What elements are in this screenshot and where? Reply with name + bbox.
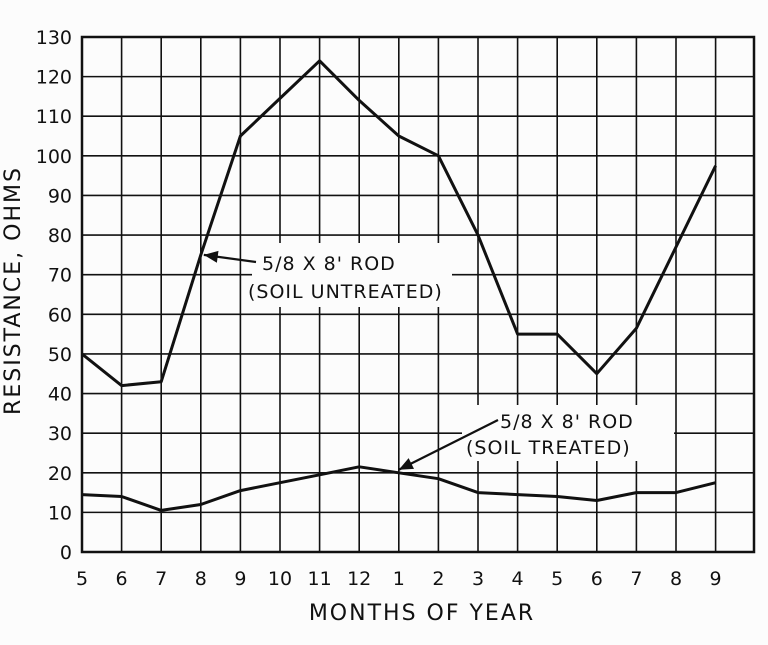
x-tick-label: 7 (155, 568, 167, 590)
y-tick-labels: 0 10 20 30 40 50 60 70 80 90 100 110 120 130 (36, 27, 72, 564)
x-tick-label: 9 (234, 568, 246, 590)
x-tick-label: 5 (76, 568, 88, 590)
y-tick-label: 30 (48, 423, 72, 445)
y-tick-label: 100 (36, 146, 72, 168)
x-tick-label: 10 (268, 568, 292, 590)
y-tick-label: 10 (48, 502, 72, 524)
x-tick-label: 7 (630, 568, 642, 590)
y-tick-label: 50 (48, 344, 72, 366)
x-axis-label: MONTHS OF YEAR (309, 601, 535, 626)
y-tick-label: 0 (60, 542, 72, 564)
annotation-arrowhead (398, 458, 415, 470)
y-tick-label: 80 (48, 225, 72, 247)
series-line-untreated (81, 59, 717, 388)
x-tick-label: 8 (195, 568, 207, 590)
series-group (81, 59, 717, 512)
y-axis-label: RESISTANCE, OHMS (1, 166, 26, 415)
x-tick-label: 6 (116, 568, 128, 590)
y-tick-label: 110 (36, 106, 72, 128)
annotation-text-line1: 5/8 X 8' ROD (262, 253, 396, 275)
y-tick-label: 90 (48, 185, 72, 207)
y-tick-label: 60 (48, 304, 72, 326)
y-tick-label: 20 (48, 463, 72, 485)
x-tick-label: 9 (710, 568, 722, 590)
y-tick-label: 70 (48, 265, 72, 287)
y-tick-label: 40 (48, 384, 72, 406)
y-tick-label: 120 (36, 67, 72, 89)
annotation-arrowhead (203, 250, 219, 263)
annotation-background (252, 243, 452, 307)
x-tick-labels: 5 6 7 8 9 10 11 12 1 2 3 4 5 6 7 8 9 (76, 568, 722, 590)
x-tick-label: 4 (512, 568, 524, 590)
annotation-text-line1: 5/8 X 8' ROD (500, 411, 634, 433)
annotation-background (462, 405, 674, 461)
annotations: 5/8 X 8' ROD (SOIL UNTREATED) 5/8 X 8' ROD… (203, 243, 674, 471)
plot-frame (80, 35, 756, 554)
x-tick-label: 3 (472, 568, 484, 590)
x-tick-label: 8 (670, 568, 682, 590)
x-tick-label: 12 (347, 568, 371, 590)
annotation-text-line2: (SOIL TREATED) (466, 437, 631, 459)
x-tick-label: 6 (591, 568, 603, 590)
x-tick-label: 11 (308, 568, 332, 590)
series-line-treated (81, 465, 716, 512)
x-tick-label: 2 (432, 568, 444, 590)
annotation-text-line2: (SOIL UNTREATED) (248, 281, 443, 303)
x-tick-label: 5 (551, 568, 563, 590)
x-tick-label: 1 (393, 568, 405, 590)
y-tick-label: 130 (36, 27, 72, 49)
annotation-leader (398, 419, 499, 471)
